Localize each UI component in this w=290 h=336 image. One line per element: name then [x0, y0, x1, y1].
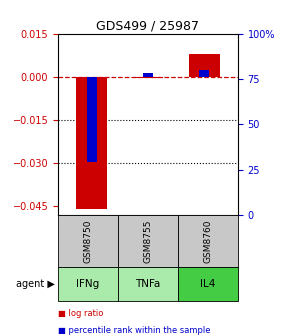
Bar: [188, 54, 220, 77]
Text: ■ percentile rank within the sample: ■ percentile rank within the sample: [58, 326, 211, 335]
Text: ■ log ratio: ■ log ratio: [58, 309, 103, 318]
Text: IL4: IL4: [200, 279, 215, 289]
Bar: [199, 70, 209, 77]
Title: GDS499 / 25987: GDS499 / 25987: [96, 19, 200, 33]
Text: TNFa: TNFa: [135, 279, 161, 289]
Text: agent ▶: agent ▶: [16, 279, 55, 289]
Text: GSM8750: GSM8750: [84, 219, 93, 263]
Text: GSM8755: GSM8755: [143, 219, 153, 263]
Bar: [133, 77, 163, 78]
Bar: [76, 77, 107, 209]
Bar: [87, 77, 97, 162]
Text: IFNg: IFNg: [76, 279, 99, 289]
Text: GSM8760: GSM8760: [203, 219, 212, 263]
Bar: [143, 73, 153, 77]
